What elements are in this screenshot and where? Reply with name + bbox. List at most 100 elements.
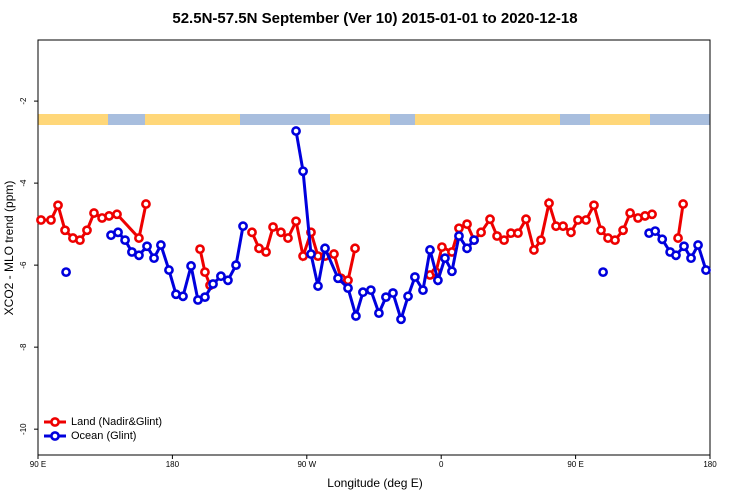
- map-strip: [38, 114, 710, 125]
- data-point: [164, 265, 174, 275]
- data-point: [365, 285, 376, 296]
- data-point: [454, 223, 464, 234]
- data-point: [492, 231, 502, 241]
- legend-label: Ocean (Glint): [71, 430, 136, 442]
- data-point: [156, 240, 166, 250]
- x-tick-label: 180: [703, 460, 717, 469]
- data-point: [396, 314, 406, 325]
- data-point: [476, 227, 486, 238]
- data-point: [678, 199, 689, 209]
- data-point: [104, 211, 114, 221]
- data-point: [350, 243, 360, 254]
- series-line: [110, 130, 708, 325]
- y-axis-label: XCO2 - MLO trend (ppm): [2, 181, 16, 316]
- x-tick-label: 0: [439, 460, 444, 469]
- data-point: [625, 208, 636, 218]
- data-point: [291, 216, 301, 227]
- data-point: [343, 283, 353, 293]
- data-point: [440, 253, 450, 264]
- data-point: [358, 287, 368, 298]
- data-point: [657, 234, 668, 245]
- data-point: [447, 266, 457, 277]
- data-point: [388, 288, 398, 298]
- data-point: [306, 249, 316, 259]
- data-point: [178, 291, 188, 302]
- data-point: [82, 225, 92, 236]
- data-point: [112, 209, 122, 220]
- data-point: [120, 235, 130, 246]
- data-point: [283, 233, 293, 243]
- data-point: [513, 228, 523, 239]
- data-point: [313, 281, 323, 291]
- data-point: [298, 251, 308, 262]
- data-point: [647, 209, 657, 220]
- data-point: [437, 242, 447, 252]
- data-point: [589, 200, 599, 211]
- legend-label: Land (Nadir&Glint): [71, 416, 162, 428]
- data-point: [433, 275, 443, 286]
- data-point: [254, 243, 264, 254]
- data-point: [679, 241, 689, 252]
- data-point: [499, 235, 509, 246]
- data-point: [46, 215, 56, 225]
- data-point: [351, 311, 361, 321]
- data-point: [231, 260, 241, 271]
- y-tick-label: -8: [19, 343, 28, 351]
- data-point: [268, 222, 278, 232]
- data-point: [418, 285, 428, 296]
- data-point: [89, 208, 99, 218]
- data-point: [693, 240, 703, 250]
- y-tick-label: -6: [19, 261, 28, 269]
- data-point: [216, 271, 226, 282]
- data-point: [61, 267, 71, 278]
- plot-frame: [37, 39, 711, 456]
- data-point: [134, 250, 144, 261]
- data-point: [223, 275, 233, 286]
- y-tick-label: -2: [19, 97, 28, 105]
- x-tick-label: 90 E: [30, 460, 46, 469]
- data-point: [485, 214, 495, 225]
- x-tick-label: 90 E: [567, 460, 583, 469]
- x-tick-label: 90 W: [297, 460, 316, 469]
- data-point: [673, 233, 683, 243]
- legend-marker: [50, 431, 60, 441]
- data-point: [521, 214, 531, 225]
- data-point: [596, 225, 606, 236]
- data-point: [53, 200, 63, 211]
- data-point: [291, 126, 301, 136]
- data-point: [558, 221, 568, 232]
- chart-title: 52.5N-57.5N September (Ver 10) 2015-01-0…: [172, 10, 577, 27]
- data-point: [374, 308, 384, 319]
- data-point: [581, 215, 591, 225]
- legend-marker: [50, 417, 60, 427]
- data-point: [134, 233, 144, 243]
- x-axis-label: Longitude (deg E): [327, 476, 422, 490]
- data-point: [186, 261, 196, 271]
- data-point: [454, 231, 464, 241]
- data-point: [650, 226, 661, 236]
- data-point: [573, 215, 583, 225]
- data-point: [75, 235, 85, 246]
- data-point: [261, 247, 271, 257]
- data-point: [200, 292, 210, 303]
- data-point: [462, 219, 472, 230]
- data-point: [469, 235, 479, 246]
- data-point: [529, 245, 539, 255]
- data-point: [247, 227, 257, 238]
- data-point: [142, 241, 152, 252]
- y-tick-label: -4: [19, 179, 28, 187]
- data-point: [686, 253, 696, 264]
- data-point: [195, 244, 205, 255]
- data-point: [536, 235, 546, 246]
- data-point: [320, 243, 330, 254]
- data-point: [333, 273, 343, 284]
- data-point: [403, 291, 413, 302]
- data-point: [149, 253, 159, 264]
- x-tick-label: 180: [166, 460, 180, 469]
- data-point: [113, 227, 123, 238]
- data-point: [544, 198, 554, 209]
- data-point: [343, 275, 353, 286]
- data-point: [200, 267, 210, 278]
- data-point: [141, 199, 151, 209]
